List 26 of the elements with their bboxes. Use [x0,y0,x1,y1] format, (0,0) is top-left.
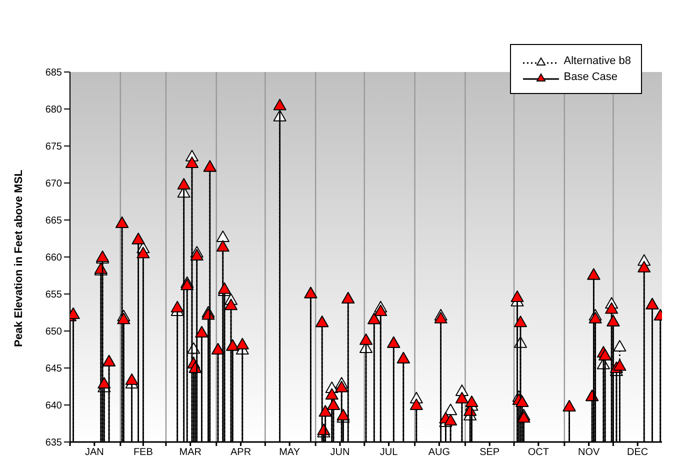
y-tick-label: 645 [45,364,62,375]
x-tick-label: DEC [627,447,648,458]
x-tick-label: MAR [179,447,202,458]
y-tick-label: 660 [45,252,62,264]
x-tick-label: JAN [84,447,104,458]
y-tick-label: 640 [45,400,62,412]
y-tick-label: 655 [45,290,62,301]
x-tick-label: AUG [428,447,450,458]
x-tick-label: JUN [330,447,350,458]
y-tick-label: 670 [45,178,62,190]
x-tick-label: OCT [528,447,549,458]
y-tick-label: 635 [45,438,62,449]
x-tick-label: NOV [578,447,600,458]
y-tick-label: 680 [45,104,62,116]
y-tick-label: 675 [45,142,62,153]
y-tick-label: 650 [45,326,62,338]
y-tick-label: 685 [45,68,62,79]
y-tick-label: 665 [45,216,62,227]
x-tick-label: SEP [480,447,500,458]
x-tick-label: FEB [133,447,154,458]
x-tick-label: APR [230,447,252,458]
x-tick-label: MAY [279,447,300,458]
legend-label: Base Case [564,71,618,83]
y-axis-title: Peak Elevation in Feet above MSL [12,169,25,347]
x-tick-label: JUL [380,447,398,458]
legend-label: Alternative b8 [564,55,631,67]
